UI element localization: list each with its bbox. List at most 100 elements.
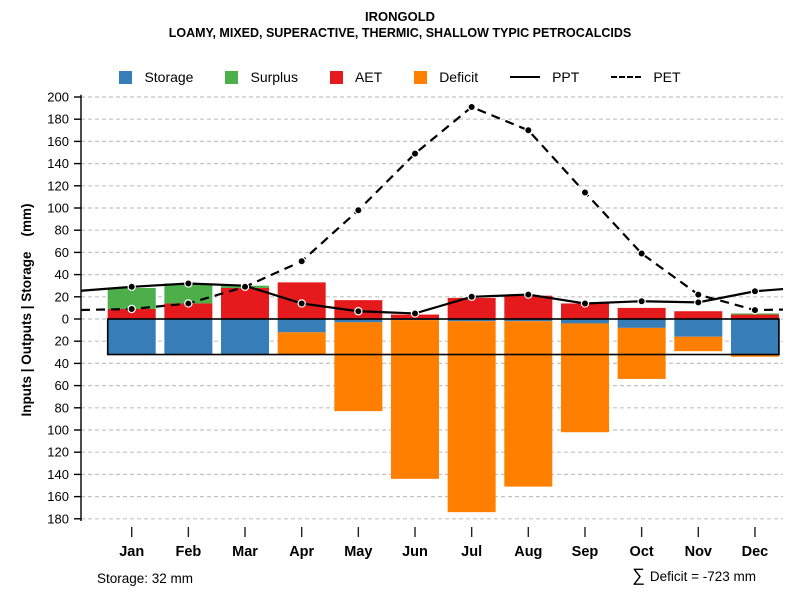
storage-capacity-box [106, 318, 780, 356]
legend-item-storage: Storage [119, 69, 193, 85]
y-tick-label: 120 [47, 178, 69, 193]
legend-label-pet: PET [653, 69, 681, 85]
marker-pet-jul [467, 102, 476, 112]
y-tick-label: 20 [55, 334, 69, 349]
solid-line-icon [510, 76, 541, 78]
bar-storage-sep [560, 319, 609, 324]
y-tick-label: 180 [47, 112, 69, 127]
bar-aet-jul [447, 297, 496, 319]
x-tick-label-sep: Sep [572, 544, 599, 560]
marker-pet-jan [127, 304, 136, 314]
y-tick-label: 0 [62, 312, 69, 327]
bar-storage-aug [504, 319, 553, 322]
y-tick-label: 160 [47, 489, 69, 504]
deficit-swatch-icon [414, 70, 428, 84]
bar-storage-nov [674, 319, 723, 337]
x-tick-label-jan: Jan [119, 544, 144, 560]
y-tick-label: 180 [47, 511, 69, 526]
bar-aet-dec [730, 314, 779, 319]
x-tick-label-mar: Mar [232, 544, 258, 560]
bar-storage-oct [617, 319, 666, 328]
x-tick-label-nov: Nov [685, 544, 712, 560]
bar-deficit-jun [391, 320, 439, 479]
bar-storage-may [334, 319, 383, 323]
storage-caption: Storage: 32 mm [97, 571, 194, 586]
marker-ppt-jan [127, 282, 136, 292]
bar-deficit-nov [674, 336, 723, 352]
page-subtitle: LOAMY, MIXED, SUPERACTIVE, THERMIC, SHAL… [168, 26, 632, 40]
x-tick-label-may: May [344, 544, 372, 560]
bar-surplus-jan [107, 287, 156, 310]
marker-pet-dec [750, 305, 760, 315]
bar-aet-nov [674, 311, 723, 319]
legend-item-ppt: PPT [510, 69, 579, 85]
bar-storage-jul [447, 319, 496, 322]
y-tick-label: 20 [55, 289, 69, 304]
chart-lines [80, 102, 784, 318]
sigma-icon: ∑ [632, 565, 645, 585]
marker-ppt-dec [750, 287, 760, 296]
storage-swatch-icon [119, 70, 133, 84]
marker-pet-may [354, 206, 363, 215]
page-title: IRONGOLD [364, 9, 436, 24]
x-tick-label-feb: Feb [175, 544, 201, 560]
y-axis-title: Inputs | Outputs | Storage (mm) [19, 203, 34, 416]
y-tick-label: 140 [47, 467, 69, 482]
y-tick-label: 160 [47, 134, 69, 149]
x-tick-label-dec: Dec [742, 544, 769, 560]
legend-label-storage: Storage [144, 69, 194, 85]
marker-pet-sep [580, 188, 590, 197]
marker-pet-nov [694, 290, 703, 299]
bar-storage-feb [164, 319, 213, 355]
y-tick-label: 120 [47, 445, 69, 460]
marker-pet-aug [524, 126, 533, 135]
legend-label-ppt: PPT [552, 69, 580, 85]
marker-ppt-sep [580, 299, 590, 308]
chart-storage-box [106, 318, 780, 356]
deficit-total-text: Deficit = -723 mm [649, 569, 756, 584]
bar-aet-sep [560, 303, 609, 319]
marker-ppt-may [354, 307, 363, 316]
bar-storage-mar [221, 319, 270, 355]
marker-ppt-apr [297, 299, 306, 308]
surplus-swatch-icon [225, 70, 239, 84]
line-pet [80, 105, 784, 312]
legend-label-deficit: Deficit [439, 69, 479, 85]
marker-ppt-nov [694, 298, 703, 307]
bar-aet-jan [107, 309, 156, 319]
bar-aet-feb [164, 303, 213, 319]
legend-item-deficit: Deficit [414, 69, 478, 85]
y-tick-label: 40 [55, 356, 69, 371]
bar-aet-aug [504, 295, 553, 319]
y-tick-label: 100 [47, 201, 69, 216]
marker-pet-apr [297, 257, 306, 266]
legend-item-aet: AET [329, 69, 382, 85]
x-tick-label-oct: Oct [630, 544, 654, 560]
bar-storage-jan [107, 319, 156, 355]
x-tick-label-aug: Aug [514, 544, 542, 560]
bar-deficit-apr [277, 332, 326, 355]
marker-ppt-oct [637, 297, 646, 306]
legend-item-surplus: Surplus [225, 69, 298, 85]
bar-deficit-aug [504, 321, 553, 487]
x-tick-label-jun: Jun [402, 544, 428, 560]
bar-deficit-jul [447, 321, 496, 513]
marker-ppt-jul [467, 292, 476, 301]
bar-storage-apr [277, 319, 326, 333]
bar-deficit-dec [730, 354, 779, 357]
marker-ppt-feb [184, 279, 193, 288]
y-tick-label: 140 [47, 156, 69, 171]
marker-pet-oct [637, 249, 646, 258]
line-ppt [80, 282, 784, 315]
bar-deficit-oct [617, 327, 666, 379]
chart-legend: Storage Surplus AET Deficit PPT PET [0, 69, 800, 85]
y-tick-label: 100 [47, 423, 69, 438]
bar-aet-oct [617, 307, 666, 319]
legend-item-pet: PET [611, 69, 681, 85]
y-tick-label: 80 [55, 223, 69, 238]
bar-deficit-may [334, 322, 383, 412]
bar-deficit-sep [560, 323, 609, 433]
marker-ppt-jun [410, 309, 420, 318]
aet-swatch-icon [329, 70, 343, 84]
